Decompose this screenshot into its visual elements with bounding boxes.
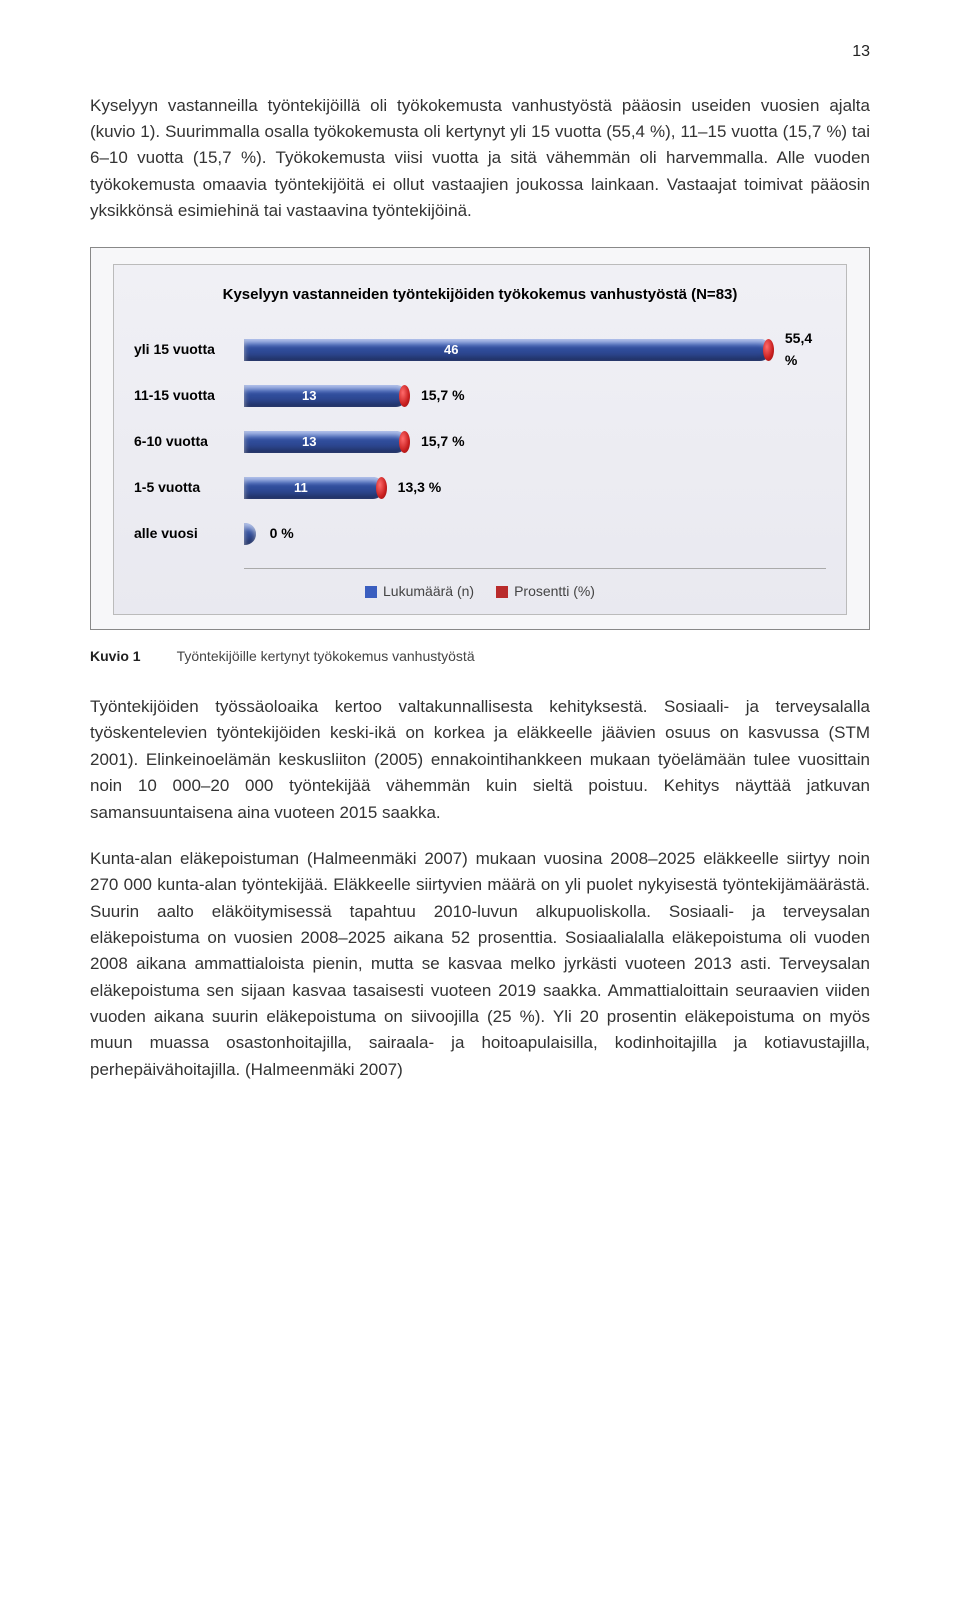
paragraph-2: Työntekijöiden työssäoloaika kertoo valt… xyxy=(90,694,870,826)
page-number: 13 xyxy=(90,40,870,65)
legend-item: Prosentti (%) xyxy=(496,581,595,603)
bar-percent: 13,3 % xyxy=(398,477,442,499)
bar-cap-icon xyxy=(763,339,774,361)
caption-text: Työntekijöille kertynyt työkokemus vanhu… xyxy=(177,646,475,668)
paragraph-3: Kunta-alan eläkepoistuman (Halmeenmäki 2… xyxy=(90,846,870,1083)
legend-label: Prosentti (%) xyxy=(514,581,595,603)
legend-label: Lukumäärä (n) xyxy=(383,581,474,603)
chart-row: 1-5 vuotta 11 13,3 % xyxy=(134,470,826,506)
bar-percent: 15,7 % xyxy=(421,431,465,453)
chart-title: Kyselyyn vastanneiden työntekijöiden työ… xyxy=(134,283,826,306)
bar-count: 13 xyxy=(302,386,316,406)
bar: 13 xyxy=(244,431,407,453)
legend-swatch-icon xyxy=(365,586,377,598)
category-label: 1-5 vuotta xyxy=(134,477,244,499)
chart-container: Kyselyyn vastanneiden työntekijöiden työ… xyxy=(90,247,870,631)
legend-item: Lukumäärä (n) xyxy=(365,581,474,603)
bar-cap-icon xyxy=(376,477,387,499)
chart-row: 6-10 vuotta 13 15,7 % xyxy=(134,424,826,460)
bar: 46 xyxy=(244,339,771,361)
category-label: 6-10 vuotta xyxy=(134,431,244,453)
bar-track: 0 % xyxy=(244,523,826,545)
caption-label: Kuvio 1 xyxy=(90,646,141,668)
bar-track: 4655,4 % xyxy=(244,339,826,361)
chart-axis xyxy=(244,568,826,569)
bar-percent: 0 % xyxy=(270,523,294,545)
chart-plot-area: Kyselyyn vastanneiden työntekijöiden työ… xyxy=(113,264,847,616)
category-label: alle vuosi xyxy=(134,523,244,545)
chart-row: 11-15 vuotta 13 15,7 % xyxy=(134,378,826,414)
bar-track: 11 13,3 % xyxy=(244,477,826,499)
chart-legend: Lukumäärä (n) Prosentti (%) xyxy=(134,581,826,603)
bar-count: 13 xyxy=(302,432,316,452)
bar-count: 11 xyxy=(294,478,308,498)
bar: 13 xyxy=(244,385,407,407)
bar-percent: 55,4 % xyxy=(785,328,826,371)
chart-row: alle vuosi 0 % xyxy=(134,516,826,552)
legend-swatch-icon xyxy=(496,586,508,598)
chart-row: yli 15 vuotta4655,4 % xyxy=(134,332,826,368)
bar: 11 xyxy=(244,477,384,499)
paragraph-1: Kyselyyn vastanneilla työntekijöillä oli… xyxy=(90,93,870,225)
bar-count: 46 xyxy=(444,340,458,360)
category-label: yli 15 vuotta xyxy=(134,339,244,361)
bar-percent: 15,7 % xyxy=(421,385,465,407)
bar-track: 13 15,7 % xyxy=(244,431,826,453)
bar-cap-icon xyxy=(399,385,410,407)
category-label: 11-15 vuotta xyxy=(134,385,244,407)
bar xyxy=(244,523,256,545)
bar-track: 13 15,7 % xyxy=(244,385,826,407)
bar-cap-icon xyxy=(399,431,410,453)
figure-caption: Kuvio 1 Työntekijöille kertynyt työkokem… xyxy=(90,646,870,668)
chart-rows: yli 15 vuotta4655,4 % 11-15 vuotta 13 15,7 … xyxy=(134,332,826,552)
